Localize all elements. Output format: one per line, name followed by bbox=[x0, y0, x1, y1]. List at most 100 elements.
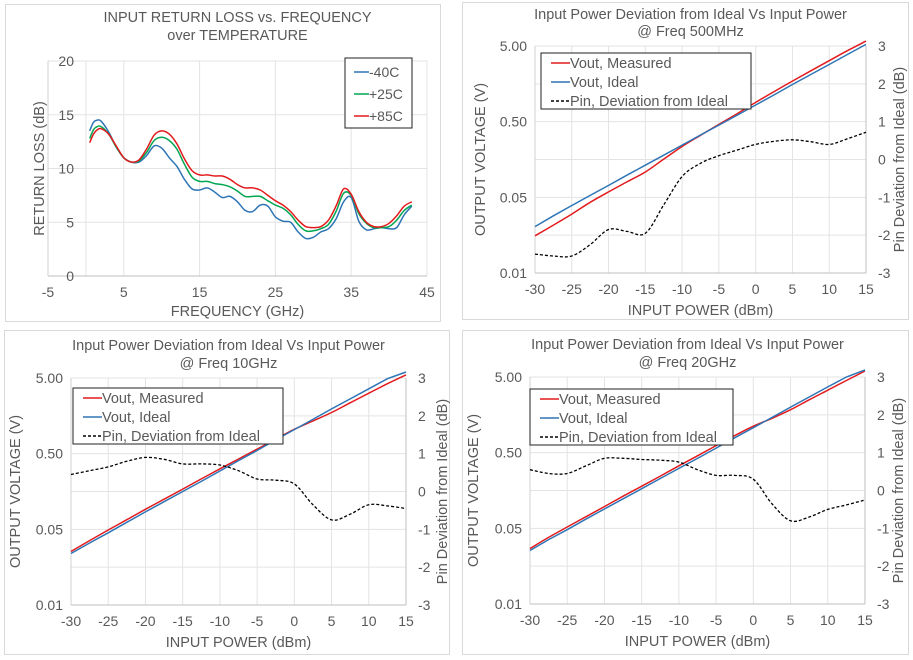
x-tick-label: -10 bbox=[669, 612, 689, 628]
series-line--85c bbox=[89, 127, 413, 229]
series-line-vout-ideal bbox=[534, 43, 867, 228]
x-tick-label: -25 bbox=[98, 613, 118, 629]
legend-label: Pin, Deviation from Ideal bbox=[102, 429, 260, 445]
x-tick-label: -5 bbox=[710, 612, 723, 628]
y2-tick-label: -2 bbox=[877, 558, 890, 574]
x-tick-label: 10 bbox=[820, 612, 836, 628]
x-tick-label: 5 bbox=[787, 612, 795, 628]
chart-subtitle: @ Freq 20GHz bbox=[639, 355, 737, 371]
x-tick-label: -15 bbox=[635, 281, 655, 297]
x-tick-label: 15 bbox=[857, 612, 873, 628]
x-tick-label: 35 bbox=[343, 284, 359, 300]
x-tick-label: -20 bbox=[598, 281, 618, 297]
y-tick-label: 0.50 bbox=[500, 114, 527, 130]
legend: -40C +25C +85C bbox=[344, 57, 413, 129]
series-line-vout-measured bbox=[70, 374, 407, 553]
x-tick-label: -10 bbox=[210, 613, 230, 629]
y-axis-title: OUTPUT VOLTAGE (V) bbox=[473, 83, 489, 236]
y-tick-label: 5.00 bbox=[495, 369, 522, 385]
y-tick-label: 0.05 bbox=[500, 189, 527, 205]
chart-title: Input Power Deviation from Ideal Vs Inpu… bbox=[531, 337, 844, 353]
y2-tick-label: 0 bbox=[878, 152, 886, 168]
series-line-vout-ideal bbox=[529, 369, 866, 552]
x-tick-label: -25 bbox=[557, 612, 577, 628]
chart-title: Input Power Deviation from Ideal Vs Inpu… bbox=[72, 338, 385, 354]
y2-tick-label: 2 bbox=[418, 408, 426, 424]
y2-tick-label: -1 bbox=[418, 521, 431, 537]
legend-label: +85C bbox=[369, 108, 403, 124]
y2-axis-title: Pin Deviation from Ideal (dB) bbox=[891, 398, 907, 583]
y2-tick-label: 1 bbox=[877, 445, 885, 461]
y2-tick-label: -3 bbox=[877, 596, 890, 612]
legend-label: Vout, Measured bbox=[570, 56, 672, 72]
x-tick-label: -30 bbox=[520, 612, 540, 628]
y2-tick-label: 0 bbox=[418, 484, 426, 500]
x-tick-label: -20 bbox=[135, 613, 155, 629]
y-tick-label: 20 bbox=[58, 53, 74, 69]
y2-tick-label: 2 bbox=[878, 76, 886, 92]
y2-axis-title: Pin Deviation from Ideal (dB) bbox=[435, 399, 451, 584]
y2-tick-label: -3 bbox=[878, 265, 891, 281]
chart-subtitle: @ Freq 500MHz bbox=[637, 24, 744, 40]
x-tick-label: -15 bbox=[632, 612, 652, 628]
x-tick-label: -30 bbox=[525, 281, 545, 297]
y2-tick-label: 3 bbox=[878, 38, 886, 54]
series-line-pin-deviation-from-ideal bbox=[529, 457, 866, 523]
legend-box bbox=[72, 387, 284, 445]
legend-label: Vout, Measured bbox=[559, 392, 661, 408]
y2-tick-label: -2 bbox=[878, 227, 891, 243]
x-axis-title: INPUT POWER (dBm) bbox=[628, 303, 774, 319]
series-line--25c bbox=[89, 125, 413, 233]
y-tick-label: 5.00 bbox=[500, 38, 527, 54]
x-tick-label: 10 bbox=[821, 281, 837, 297]
legend-label: Pin, Deviation from Ideal bbox=[570, 94, 728, 110]
chart-subtitle: @ Freq 10GHz bbox=[180, 356, 278, 372]
legend: Vout, Measured Vout, Ideal Pin, Deviation … bbox=[529, 388, 734, 446]
y2-tick-label: -3 bbox=[418, 597, 431, 613]
x-tick-label: -20 bbox=[594, 612, 614, 628]
chart-subtitle: over TEMPERATURE bbox=[167, 28, 308, 44]
y-tick-label: 5.00 bbox=[36, 370, 63, 386]
x-tick-label: 5 bbox=[789, 281, 797, 297]
x-tick-label: 15 bbox=[858, 281, 874, 297]
legend-label: Vout, Ideal bbox=[102, 410, 171, 426]
legend-box bbox=[540, 52, 752, 110]
x-tick-label: 0 bbox=[752, 281, 760, 297]
x-axis-title: INPUT POWER (dBm) bbox=[166, 635, 312, 651]
y2-tick-label: 1 bbox=[878, 114, 886, 130]
legend-label: Pin, Deviation from Ideal bbox=[559, 430, 717, 446]
legend-box bbox=[529, 388, 734, 446]
chart-4: Input Power Deviation from Ideal Vs Inpu… bbox=[466, 337, 907, 650]
legend-label: Vout, Ideal bbox=[570, 75, 639, 91]
legend-label: -40C bbox=[369, 64, 399, 80]
x-tick-label: 25 bbox=[268, 284, 284, 300]
legend-label: Vout, Ideal bbox=[559, 411, 628, 427]
x-axis-title: FREQUENCY (GHz) bbox=[171, 304, 304, 320]
chart-title: Input Power Deviation from Ideal Vs Inpu… bbox=[534, 7, 847, 23]
y2-axis-title: Pin Deviation from Ideal (dB) bbox=[892, 67, 908, 252]
x-tick-label: 45 bbox=[419, 284, 435, 300]
x-tick-label: -10 bbox=[672, 281, 692, 297]
series-line-pin-deviation-from-ideal bbox=[534, 131, 867, 258]
x-tick-label: -5 bbox=[251, 613, 264, 629]
y2-tick-label: 3 bbox=[418, 370, 426, 386]
y-tick-label: 15 bbox=[58, 107, 74, 123]
y2-tick-label: 3 bbox=[877, 369, 885, 385]
series-line-pin-deviation-from-ideal bbox=[70, 456, 407, 521]
y-tick-label: 0.01 bbox=[500, 265, 527, 281]
y2-tick-label: 2 bbox=[877, 407, 885, 423]
chart-panel-return-loss bbox=[5, 4, 441, 322]
x-tick-label: 15 bbox=[192, 284, 208, 300]
legend: Vout, Measured Vout, Ideal Pin, Deviation … bbox=[72, 387, 284, 445]
chart-3: Input Power Deviation from Ideal Vs Inpu… bbox=[8, 338, 451, 651]
y-axis-title: RETURN LOSS (dB) bbox=[32, 101, 48, 236]
x-axis-title: INPUT POWER (dBm) bbox=[625, 634, 771, 650]
y-tick-label: 0.05 bbox=[495, 520, 522, 536]
chart-panel-10ghz bbox=[4, 330, 450, 655]
x-tick-label: 5 bbox=[328, 613, 336, 629]
y-tick-label: 0.50 bbox=[36, 446, 63, 462]
x-tick-label: 15 bbox=[398, 613, 414, 629]
y-tick-label: 5 bbox=[66, 214, 74, 230]
x-tick-label: 10 bbox=[361, 613, 377, 629]
